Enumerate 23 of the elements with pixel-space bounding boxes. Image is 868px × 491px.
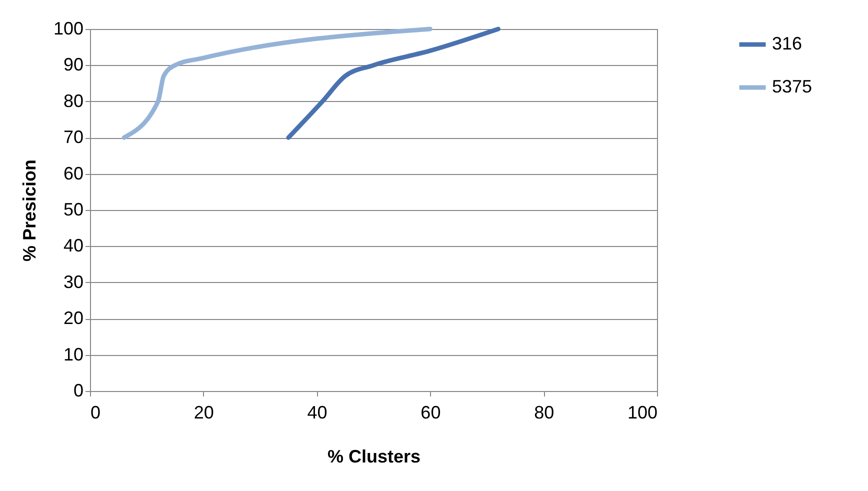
y-tick-label: 70 <box>63 127 84 148</box>
y-axis-title: % Presicion <box>19 159 40 262</box>
line-series <box>122 26 432 140</box>
y-tick-label: 100 <box>53 18 84 38</box>
y-tick-label: 30 <box>63 272 84 292</box>
x-tick-label: 60 <box>420 402 441 422</box>
y-tick-label: 80 <box>63 90 84 111</box>
y-tick-label: 90 <box>63 54 84 75</box>
y-tick-label: 10 <box>63 344 84 364</box>
x-tick-label: 40 <box>307 402 328 422</box>
y-tick-label: 40 <box>63 236 84 256</box>
x-axis-title: % Clusters <box>327 446 421 466</box>
legend-label: 5375 <box>772 76 812 96</box>
x-tick-label: 100 <box>627 402 658 422</box>
x-tick-label: 80 <box>534 402 554 422</box>
legend-label: 316 <box>772 34 802 54</box>
y-tick-label: 20 <box>63 308 84 328</box>
y-tick-label: 50 <box>63 200 84 220</box>
x-tick-label: 0 <box>90 402 101 422</box>
y-tick-label: 60 <box>63 163 84 184</box>
line-series <box>286 26 500 140</box>
x-tick-label: 20 <box>194 402 214 422</box>
y-tick-label: 0 <box>73 380 84 400</box>
